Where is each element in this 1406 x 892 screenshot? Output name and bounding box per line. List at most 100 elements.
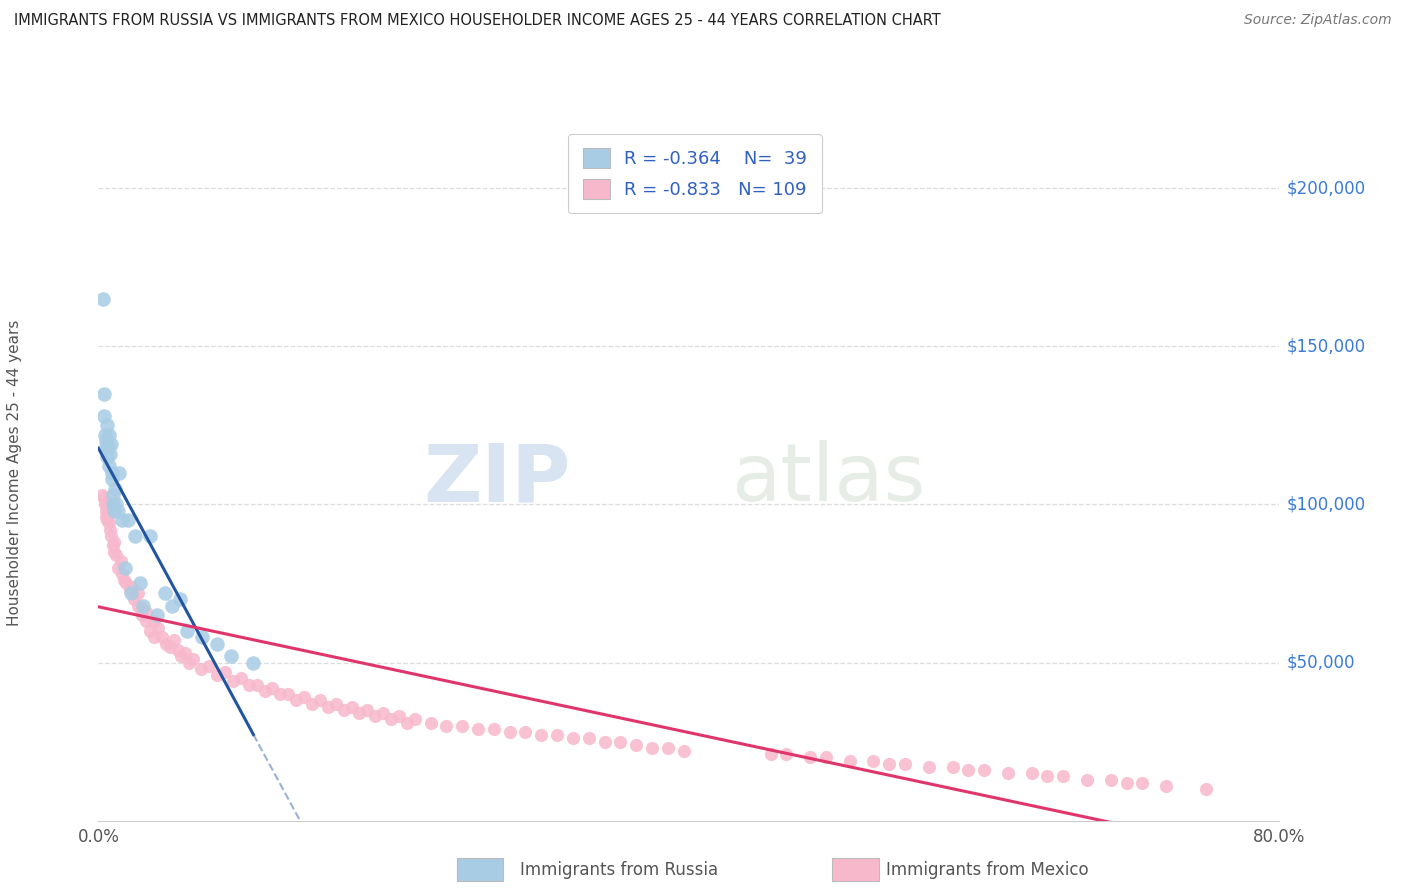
Point [135, 605, 157, 619]
Point [110, 554, 132, 568]
Point [117, 513, 139, 527]
Point [219, 649, 243, 664]
Point [111, 566, 134, 581]
Point [325, 697, 347, 711]
Point [277, 687, 299, 701]
Point [103, 504, 125, 518]
Point [97, 507, 120, 521]
Point [124, 529, 146, 543]
Point [1195, 782, 1218, 797]
Point [93, 497, 117, 511]
Point [114, 560, 136, 574]
Point [1099, 772, 1122, 787]
Point [340, 699, 363, 714]
Point [176, 624, 198, 638]
Point [101, 539, 124, 553]
Point [814, 750, 837, 764]
Text: Immigrants from Russia: Immigrants from Russia [520, 861, 718, 879]
Point [159, 640, 181, 654]
Point [94, 434, 117, 449]
Point [100, 466, 122, 480]
Point [132, 599, 155, 613]
Point [127, 599, 149, 613]
Point [120, 586, 142, 600]
Point [100, 529, 122, 543]
Point [609, 734, 631, 748]
Point [941, 760, 963, 774]
Point [103, 545, 125, 559]
Point [105, 497, 128, 511]
Text: Immigrants from Mexico: Immigrants from Mexico [886, 861, 1088, 879]
Point [262, 681, 284, 695]
Point [451, 719, 474, 733]
Point [155, 636, 177, 650]
Point [957, 763, 980, 777]
Point [162, 599, 183, 613]
Point [170, 649, 193, 664]
Point [190, 662, 212, 676]
Point [97, 516, 120, 531]
Point [285, 693, 308, 707]
Point [498, 725, 520, 739]
Point [759, 747, 782, 762]
Point [121, 580, 143, 594]
Point [166, 643, 188, 657]
Point [877, 756, 900, 771]
Point [96, 450, 118, 464]
Point [292, 690, 315, 705]
Point [641, 740, 664, 755]
Point [238, 678, 260, 692]
Point [205, 668, 228, 682]
Point [332, 703, 354, 717]
Point [530, 728, 553, 742]
Text: $150,000: $150,000 [1286, 337, 1365, 355]
Point [404, 713, 426, 727]
Point [94, 441, 117, 455]
Point [93, 491, 115, 505]
Point [799, 750, 821, 764]
Point [131, 608, 153, 623]
Point [245, 678, 267, 692]
Point [997, 766, 1019, 780]
Point [1130, 775, 1153, 789]
Point [97, 459, 120, 474]
Point [96, 510, 118, 524]
Point [94, 427, 117, 442]
Point [135, 615, 157, 629]
Text: IMMIGRANTS FROM RUSSIA VS IMMIGRANTS FROM MEXICO HOUSEHOLDER INCOME AGES 25 - 44: IMMIGRANTS FROM RUSSIA VS IMMIGRANTS FRO… [14, 13, 941, 29]
Point [139, 529, 162, 543]
Point [1036, 769, 1059, 783]
Point [364, 709, 387, 723]
Point [96, 513, 118, 527]
Point [1154, 779, 1177, 793]
Point [1115, 775, 1137, 789]
Point [115, 576, 138, 591]
Point [162, 633, 184, 648]
Point [179, 656, 201, 670]
Point [103, 535, 125, 549]
Text: Source: ZipAtlas.com: Source: ZipAtlas.com [1244, 13, 1392, 28]
Point [97, 441, 120, 455]
Point [309, 693, 332, 707]
Point [112, 574, 135, 588]
Point [153, 586, 176, 600]
Point [918, 760, 941, 774]
Point [838, 754, 860, 768]
Point [388, 709, 411, 723]
Point [169, 592, 191, 607]
Point [128, 576, 150, 591]
Text: ZIP: ZIP [423, 440, 571, 518]
Point [269, 687, 291, 701]
Point [122, 592, 145, 607]
Point [198, 658, 221, 673]
Point [120, 582, 141, 597]
Point [894, 756, 917, 771]
Legend: R = -0.364    N=  39, R = -0.833   N= 109: R = -0.364 N= 39, R = -0.833 N= 109 [568, 134, 821, 213]
Point [1052, 769, 1074, 783]
Point [100, 437, 122, 451]
Point [94, 504, 117, 518]
Point [146, 621, 169, 635]
Point [93, 386, 115, 401]
Point [103, 488, 125, 502]
Point [242, 656, 264, 670]
